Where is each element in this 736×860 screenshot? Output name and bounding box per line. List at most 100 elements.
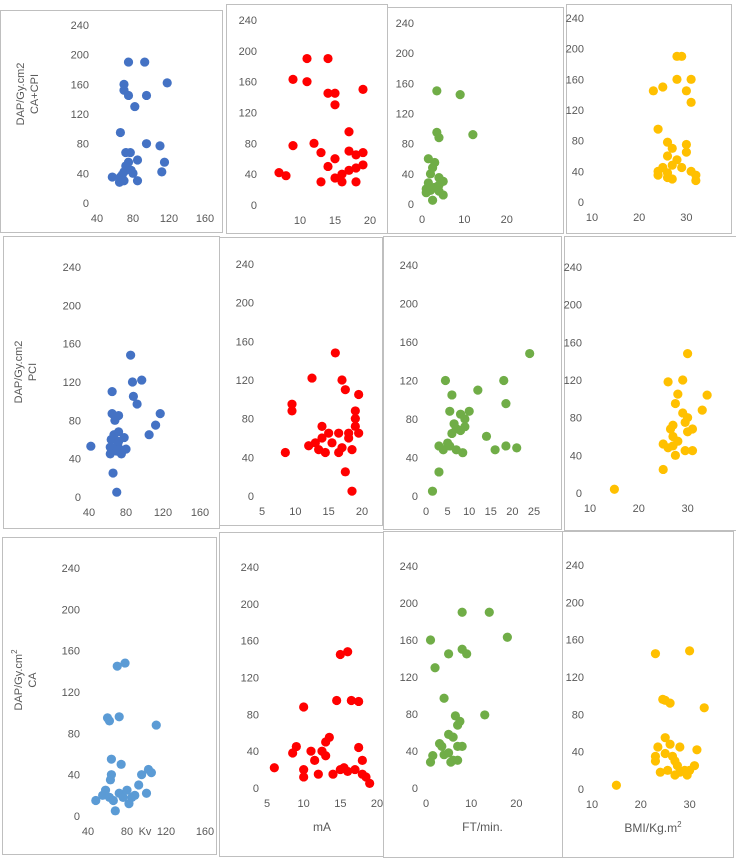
data-point — [354, 742, 364, 753]
data-point — [122, 785, 132, 795]
row-label-line2: CA+CPI — [29, 74, 41, 114]
x-tick-label: 160 — [196, 213, 214, 225]
data-point — [291, 741, 301, 752]
data-point — [350, 414, 360, 424]
y-tick-label: 0 — [74, 811, 80, 823]
y-tick-label: 120 — [566, 105, 584, 117]
data-point — [127, 377, 138, 387]
panel-frame-r2c3 — [383, 236, 562, 530]
y-tick-label: 0 — [412, 783, 418, 795]
data-point — [306, 746, 316, 756]
data-point — [365, 778, 375, 788]
x-tick-label: 10 — [586, 799, 598, 811]
data-point — [344, 127, 354, 137]
y-tick-label: 40 — [69, 454, 81, 466]
data-point — [611, 780, 622, 790]
data-point — [114, 427, 124, 437]
data-point — [455, 90, 465, 100]
data-point — [112, 661, 122, 671]
data-point — [501, 399, 511, 409]
data-point — [670, 450, 681, 460]
y-tick-label: 160 — [236, 336, 254, 348]
data-point — [343, 766, 353, 777]
data-point — [667, 143, 677, 153]
data-point — [660, 748, 670, 759]
data-point — [481, 431, 492, 441]
data-point — [288, 141, 298, 151]
data-point — [114, 712, 124, 722]
data-point — [455, 716, 465, 727]
data-point — [691, 175, 701, 186]
x-tick-label: 15 — [485, 506, 497, 518]
x-tick-label: 80 — [127, 213, 139, 225]
x-tick-label: 160 — [191, 507, 209, 519]
data-point — [118, 792, 128, 803]
data-point — [337, 375, 347, 385]
data-point — [320, 447, 330, 458]
data-point — [358, 84, 368, 94]
y-tick-label: 200 — [239, 46, 257, 58]
y-tick-label: 0 — [251, 200, 257, 212]
y-tick-label: 200 — [63, 300, 81, 312]
data-point — [288, 74, 298, 84]
x-tick-label: 20 — [356, 506, 368, 518]
y-tick-label: 240 — [239, 15, 257, 27]
data-point — [444, 748, 454, 758]
x-tick-label: 15 — [334, 798, 346, 810]
y-tick-label: 80 — [572, 136, 584, 148]
data-point — [157, 167, 167, 177]
data-point — [346, 695, 356, 706]
chart-r2c3: 0 40 80 120 160 200 240 0 5 10 15 20 25 — [400, 260, 540, 518]
data-point — [667, 174, 677, 184]
data-point — [307, 373, 317, 383]
y-tick-label: 240 — [236, 259, 254, 271]
data-point — [274, 168, 284, 178]
data-point — [141, 90, 152, 101]
row-label-line1: DAP/Gy.cm2 — [15, 63, 27, 126]
data-point — [107, 172, 117, 182]
y-tick-label: 240 — [241, 562, 259, 574]
data-point — [330, 100, 340, 110]
y-tick-label: 120 — [400, 376, 418, 388]
x-tick-label: 10 — [584, 503, 596, 515]
y-tick-label: 0 — [408, 199, 414, 211]
row-label-line1: DAP/Gy.cm2 — [13, 341, 25, 404]
y-tick-label: 120 — [396, 109, 414, 121]
data-point — [106, 770, 116, 780]
data-point — [430, 663, 440, 673]
y-tick-label: 80 — [69, 415, 81, 427]
data-point — [337, 177, 347, 187]
y-tick-label: 80 — [402, 139, 414, 151]
data-point — [525, 348, 535, 359]
y-tick-label: 240 — [62, 563, 80, 575]
data-point — [680, 446, 690, 456]
data-point — [340, 385, 350, 395]
y-tick-label: 120 — [62, 687, 80, 699]
y-tick-label: 200 — [62, 604, 80, 616]
data-point — [287, 406, 297, 416]
data-point — [358, 160, 368, 170]
x-tick-label: 15 — [323, 506, 335, 518]
y-tick-label: 40 — [242, 452, 254, 464]
y-tick-label: 120 — [566, 672, 584, 684]
data-point — [358, 147, 368, 158]
data-point — [130, 101, 140, 112]
data-point — [123, 57, 134, 67]
data-point — [132, 155, 143, 165]
data-point — [116, 759, 126, 769]
data-point — [473, 385, 483, 395]
data-point — [462, 649, 472, 659]
data-point — [501, 441, 511, 451]
data-point — [115, 127, 125, 138]
data-point — [323, 53, 333, 64]
data-point — [299, 764, 309, 775]
data-point — [480, 710, 490, 720]
data-point — [653, 742, 663, 752]
y-tick-label: 160 — [71, 79, 89, 91]
y-tick-label: 240 — [566, 560, 584, 572]
data-point — [151, 420, 161, 430]
data-point — [125, 147, 135, 158]
data-point — [330, 173, 340, 183]
y-tick-label: 80 — [242, 414, 254, 426]
